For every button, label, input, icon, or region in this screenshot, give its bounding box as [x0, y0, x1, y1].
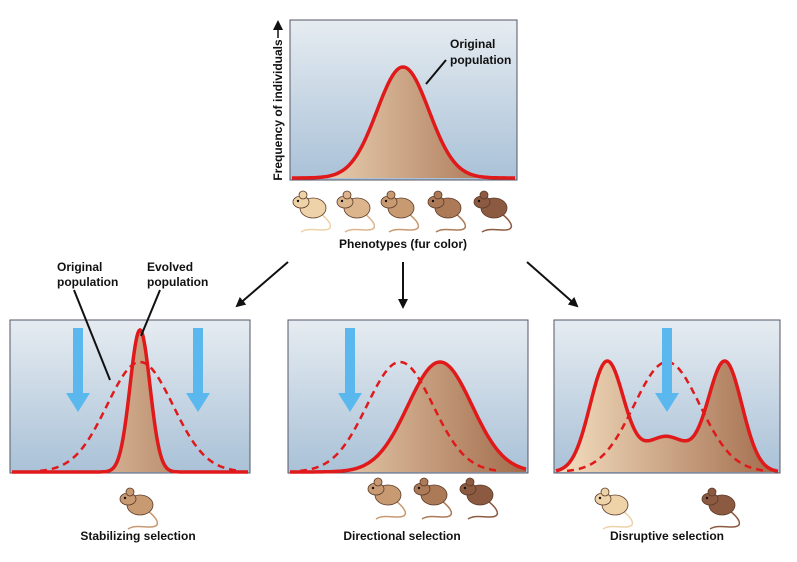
mouse-ear: [479, 190, 489, 200]
panel-title: Directional selection: [343, 529, 460, 543]
selection-arrow: [338, 328, 362, 412]
mouse-eye: [598, 496, 602, 500]
mouse-icon: [367, 477, 407, 520]
mouse-tail: [127, 510, 159, 530]
mouse-ear: [386, 190, 396, 200]
mouse-icon: [459, 477, 499, 520]
mouse-eye: [431, 199, 435, 203]
mouse-tail: [467, 500, 499, 520]
mice: [119, 190, 741, 530]
mouse-ear: [298, 190, 308, 200]
x-axis-label: Phenotypes (fur color): [339, 237, 467, 251]
mouse-icon: [427, 190, 467, 233]
selection-arrow: [655, 328, 679, 412]
selection-arrow: [186, 328, 210, 412]
mouse-eye: [123, 496, 127, 500]
leader: [140, 289, 161, 337]
curve-label: population: [147, 275, 208, 289]
curve-fill: [292, 67, 515, 178]
mouse-ear: [707, 487, 717, 497]
mouse-tail: [602, 510, 634, 530]
curve: [12, 327, 248, 474]
mouse-eye: [340, 199, 344, 203]
mouse-eye: [463, 486, 467, 490]
mouse-tail: [300, 213, 332, 233]
mouse-icon: [292, 190, 332, 233]
panel-title: Disruptive selection: [610, 529, 724, 543]
original-curve: [39, 360, 241, 473]
mouse-tail: [709, 510, 741, 530]
curve: [290, 360, 527, 474]
curve-label: Original: [57, 260, 102, 274]
mouse-eye: [371, 486, 375, 490]
mouse-tail: [344, 213, 376, 233]
panel-title: Stabilizing selection: [80, 529, 195, 543]
curve-label: Original: [450, 37, 495, 51]
mouse-icon: [594, 487, 634, 530]
mouse-eye: [296, 199, 300, 203]
selection-arrow: [66, 328, 90, 412]
curve: [555, 359, 779, 473]
original-curve: [299, 360, 501, 473]
mouse-tail: [435, 213, 467, 233]
mouse-icon: [473, 190, 513, 233]
mouse-tail: [375, 500, 407, 520]
curve-fill: [12, 330, 248, 472]
mouse-tail: [388, 213, 420, 233]
mouse-tail: [481, 213, 513, 233]
mouse-ear: [433, 190, 443, 200]
arrow: [235, 261, 289, 308]
curve-label: population: [450, 53, 511, 67]
mouse-icon: [119, 487, 159, 530]
mouse-eye: [477, 199, 481, 203]
mouse-icon: [701, 487, 741, 530]
leader: [425, 59, 447, 85]
mouse-eye: [384, 199, 388, 203]
leader: [73, 289, 111, 381]
y-axis-label: Frequency of individuals: [271, 39, 285, 181]
mouse-ear: [465, 477, 475, 487]
curve-fill: [290, 362, 526, 472]
curve-label: Evolved: [147, 260, 193, 274]
mouse-ear: [419, 477, 429, 487]
mouse-eye: [417, 486, 421, 490]
arrow: [526, 261, 579, 308]
mouse-icon: [380, 190, 420, 233]
mouse-eye: [705, 496, 709, 500]
mouse-ear: [600, 487, 610, 497]
curves: [12, 65, 779, 474]
mouse-ear: [342, 190, 352, 200]
mouse-tail: [421, 500, 453, 520]
mouse-ear: [125, 487, 135, 497]
curve: [292, 65, 515, 180]
mouse-icon: [413, 477, 453, 520]
original-curve: [566, 360, 768, 473]
mouse-ear: [373, 477, 383, 487]
mouse-icon: [336, 190, 376, 233]
curve-label: population: [57, 275, 118, 289]
